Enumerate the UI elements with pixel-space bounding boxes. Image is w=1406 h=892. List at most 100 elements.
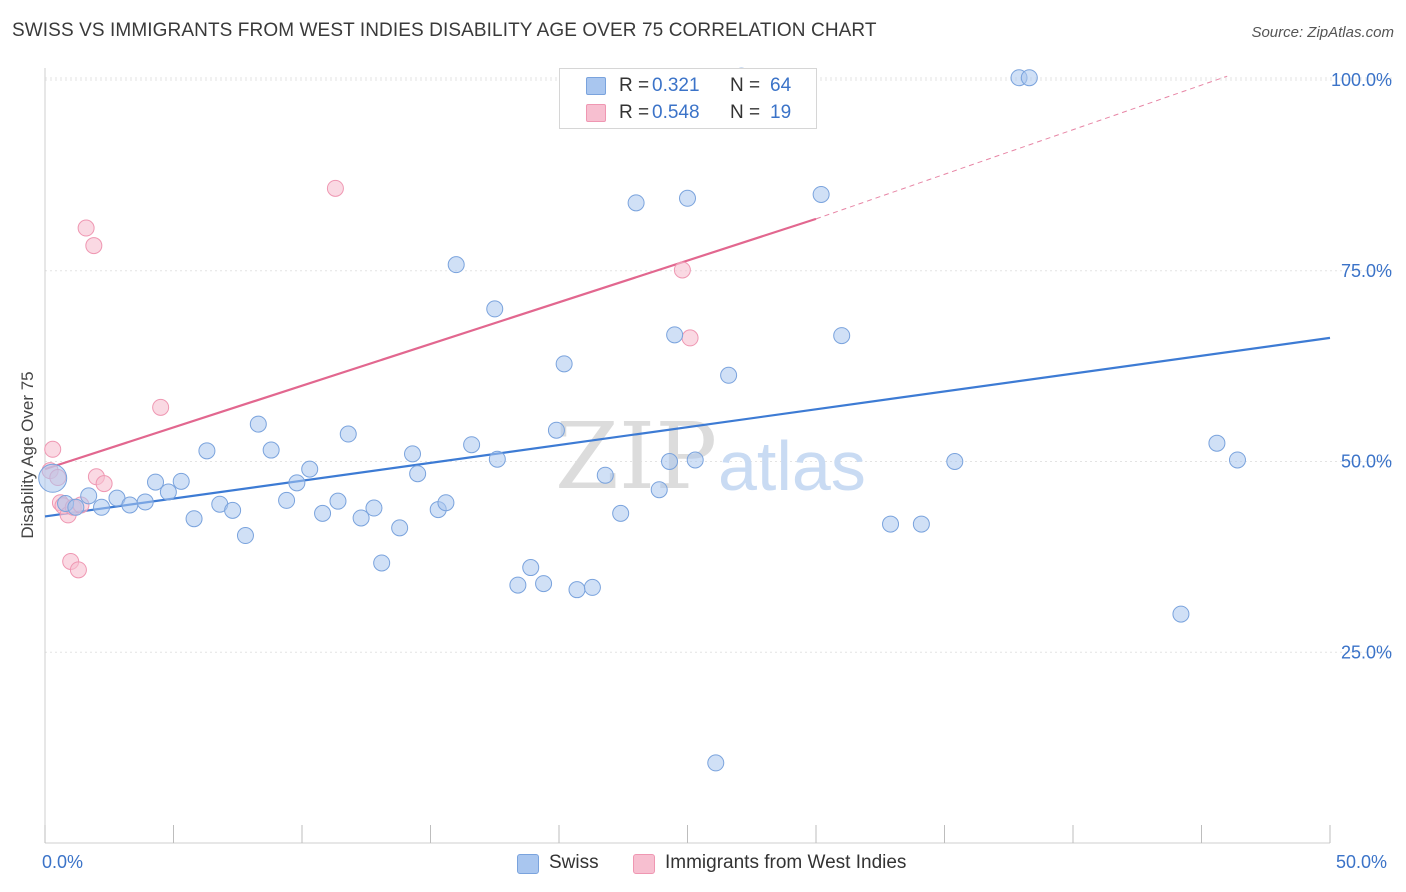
point-swiss bbox=[409, 465, 427, 483]
point-swiss bbox=[365, 499, 383, 517]
y-tick-label: 25.0% bbox=[1341, 642, 1392, 662]
point-swiss bbox=[627, 194, 645, 212]
point-swiss bbox=[596, 466, 614, 484]
point-swiss bbox=[555, 355, 573, 373]
point-swiss bbox=[1208, 434, 1226, 452]
point-swiss bbox=[198, 442, 216, 460]
legend-r-value: 0.548 bbox=[652, 102, 700, 123]
point-west-indies bbox=[44, 440, 62, 458]
y-axis-label: Disability Age Over 75 bbox=[18, 371, 37, 539]
point-swiss bbox=[136, 493, 154, 511]
legend-n-label: N = bbox=[730, 75, 761, 96]
source-label: Source: ZipAtlas.com bbox=[1251, 24, 1394, 41]
point-swiss bbox=[488, 450, 506, 468]
point-west-indies bbox=[77, 219, 95, 237]
legend-swatch-swiss bbox=[517, 854, 539, 874]
point-swiss bbox=[912, 515, 930, 533]
point-swiss bbox=[1228, 451, 1246, 469]
trend-lines bbox=[44, 75, 1331, 518]
point-swiss bbox=[650, 481, 668, 499]
points-west-indies bbox=[41, 179, 699, 579]
point-swiss bbox=[583, 578, 601, 596]
y-tick-label: 100.0% bbox=[1331, 70, 1392, 90]
points-swiss bbox=[38, 67, 1246, 772]
point-swiss bbox=[391, 519, 409, 537]
point-swiss bbox=[352, 509, 370, 527]
point-west-indies bbox=[69, 561, 87, 579]
point-swiss bbox=[707, 754, 725, 772]
point-swiss bbox=[547, 421, 565, 439]
point-west-indies bbox=[681, 329, 699, 347]
y-tick-labels: 25.0% 50.0% 75.0% 100.0% bbox=[1331, 70, 1392, 662]
point-swiss bbox=[38, 463, 68, 493]
grid-lines bbox=[45, 77, 1392, 653]
point-west-indies bbox=[85, 237, 103, 255]
point-swiss bbox=[437, 494, 455, 512]
trend-line-west-indies bbox=[44, 217, 817, 471]
point-swiss bbox=[67, 498, 85, 516]
point-swiss bbox=[93, 498, 111, 516]
point-swiss bbox=[720, 366, 738, 384]
point-swiss bbox=[185, 510, 203, 528]
point-swiss bbox=[172, 472, 190, 490]
point-swiss bbox=[224, 501, 242, 519]
x-tick-label-min: 0.0% bbox=[42, 852, 84, 872]
point-swiss bbox=[679, 189, 696, 207]
point-swiss bbox=[278, 491, 296, 509]
point-swiss bbox=[522, 559, 540, 577]
point-swiss bbox=[447, 256, 465, 274]
legend-label-swiss: Swiss bbox=[549, 852, 599, 873]
point-west-indies bbox=[673, 261, 691, 279]
point-swiss bbox=[339, 425, 357, 443]
point-swiss bbox=[486, 300, 504, 318]
point-swiss bbox=[404, 445, 422, 463]
point-swiss bbox=[329, 492, 347, 510]
point-swiss bbox=[463, 436, 481, 454]
point-swiss bbox=[301, 460, 319, 478]
point-swiss bbox=[262, 441, 280, 459]
point-swiss bbox=[314, 504, 332, 522]
trend-line-swiss bbox=[44, 336, 1331, 518]
legend-n-label: N = bbox=[730, 102, 761, 123]
x-tick-label-max: 50.0% bbox=[1336, 852, 1388, 872]
point-swiss bbox=[946, 453, 964, 470]
point-swiss bbox=[147, 473, 165, 491]
legend-r-label: R = bbox=[619, 102, 650, 123]
point-west-indies bbox=[95, 475, 113, 493]
point-swiss bbox=[535, 575, 553, 593]
legend-swatch-west-indies bbox=[586, 104, 606, 122]
stats-legend: R = 0.321 N = 64 R = 0.548 N = 19 bbox=[559, 68, 817, 129]
point-swiss bbox=[812, 185, 830, 203]
legend-swatch-west-indies bbox=[633, 854, 655, 874]
legend-r-value: 0.321 bbox=[652, 75, 700, 96]
point-west-indies bbox=[326, 179, 344, 197]
point-swiss bbox=[686, 451, 704, 469]
watermark: ZIP atlas bbox=[555, 403, 866, 510]
point-swiss bbox=[509, 576, 527, 594]
point-swiss bbox=[80, 487, 98, 505]
point-swiss bbox=[1172, 605, 1190, 623]
point-swiss bbox=[373, 554, 391, 572]
chart-title: SWISS VS IMMIGRANTS FROM WEST INDIES DIS… bbox=[12, 20, 877, 41]
y-tick-label: 75.0% bbox=[1341, 261, 1392, 281]
legend-n-value: 64 bbox=[770, 75, 792, 96]
point-swiss bbox=[236, 527, 254, 545]
point-swiss bbox=[666, 326, 684, 344]
legend-r-label: R = bbox=[619, 75, 650, 96]
y-tick-label: 50.0% bbox=[1341, 452, 1392, 472]
point-swiss bbox=[1020, 69, 1038, 87]
legend-label-west-indies: Immigrants from West Indies bbox=[665, 852, 907, 873]
point-swiss bbox=[612, 504, 630, 522]
point-swiss bbox=[121, 496, 139, 514]
point-swiss bbox=[833, 327, 851, 345]
point-swiss bbox=[882, 515, 900, 533]
point-swiss bbox=[568, 581, 586, 599]
point-west-indies bbox=[152, 398, 170, 416]
axes bbox=[44, 68, 1331, 844]
legend-swatch-swiss bbox=[586, 77, 606, 95]
point-swiss bbox=[288, 474, 306, 492]
watermark-atlas: atlas bbox=[718, 427, 866, 505]
point-swiss bbox=[661, 453, 679, 470]
point-swiss bbox=[249, 415, 267, 433]
